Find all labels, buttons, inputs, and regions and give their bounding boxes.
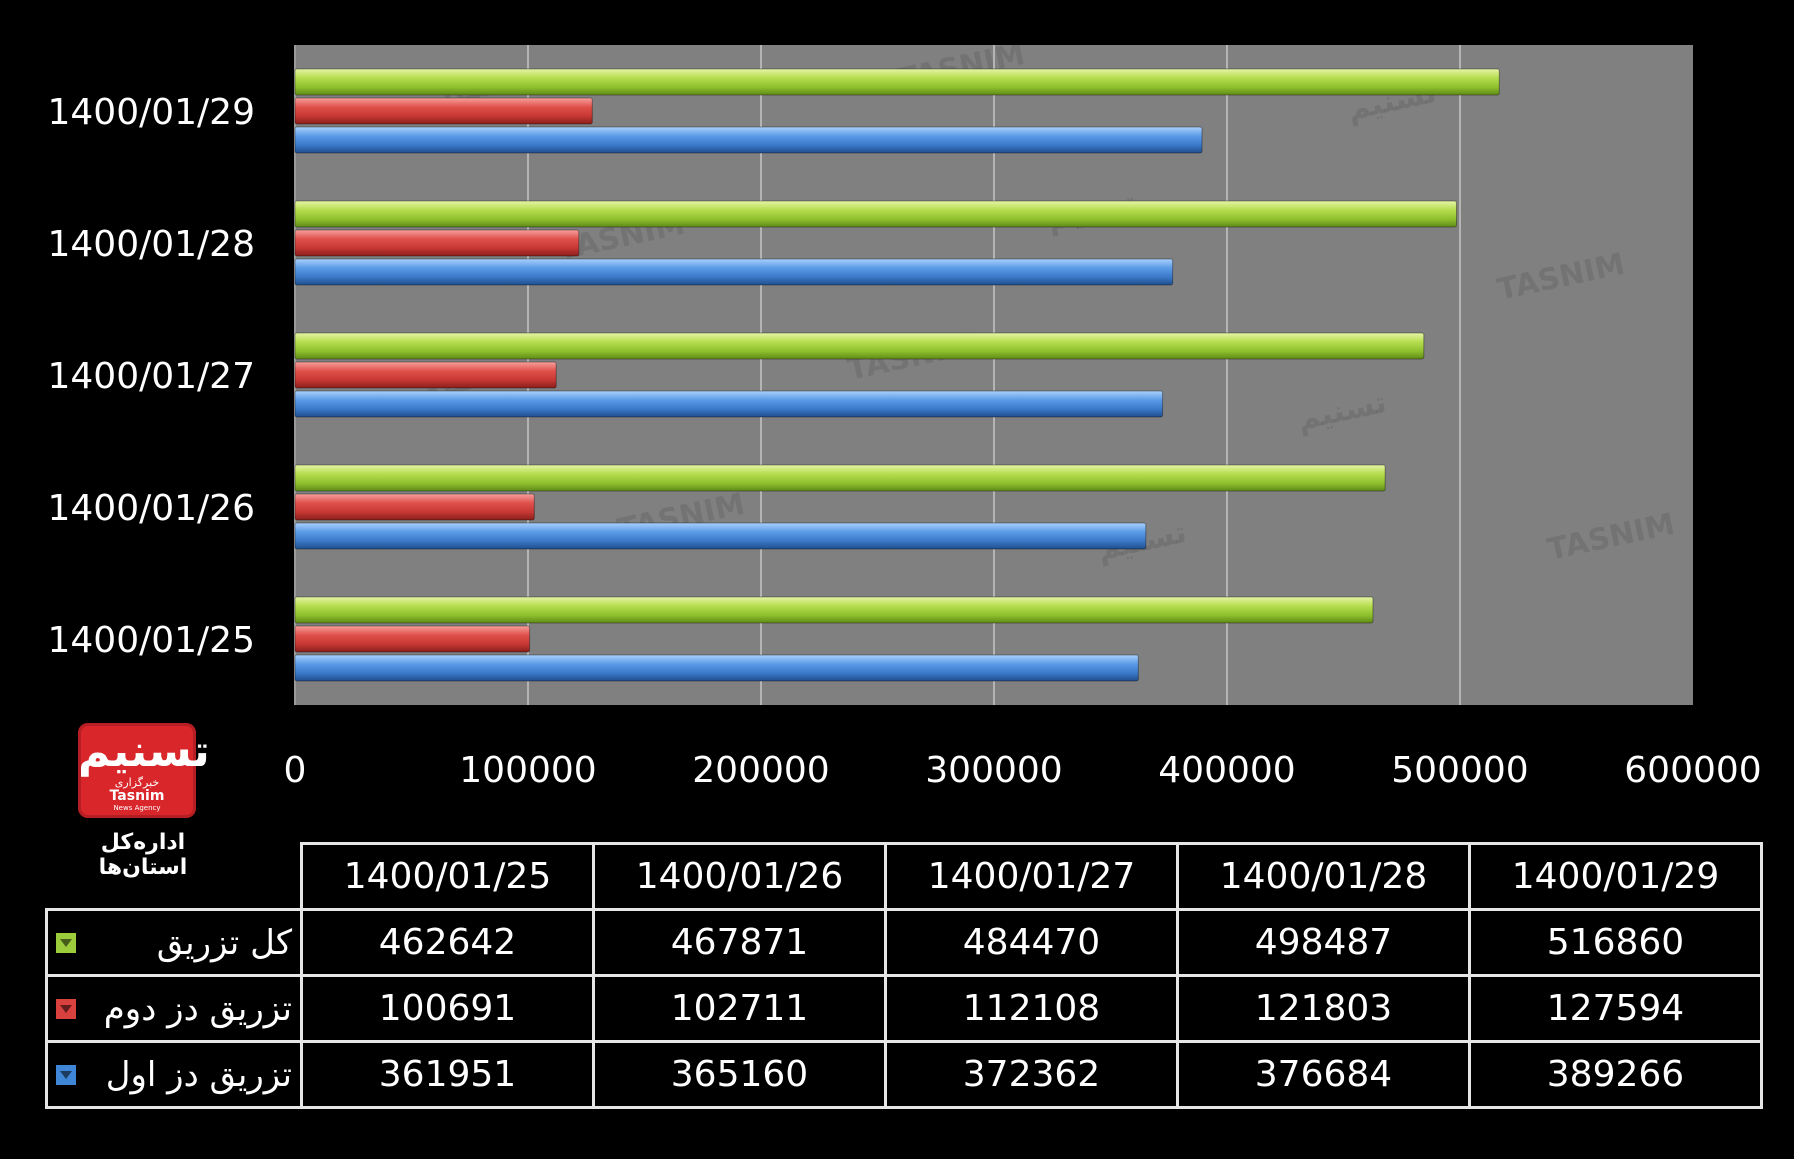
row-label-text: تزریق دز دوم (103, 988, 292, 1029)
table-cell: 372362 (884, 1040, 1179, 1109)
table-header-cell: 1400/01/26 (592, 842, 887, 911)
data-table: 1400/01/25 1400/01/26 1400/01/27 1400/01… (45, 842, 1763, 1109)
bar (294, 126, 1203, 154)
x-tick-label: 300000 (925, 750, 1062, 791)
table-cell: 462642 (300, 908, 595, 977)
bar (294, 390, 1164, 418)
bar (294, 654, 1139, 682)
bar (294, 625, 531, 653)
y-tick-label: 1400/01/28 (48, 224, 256, 265)
bar (294, 68, 1500, 96)
table-cell: 389266 (1468, 1040, 1763, 1109)
table-header-cell: 1400/01/27 (884, 842, 1179, 911)
bar (294, 493, 535, 521)
bar (294, 522, 1147, 550)
row-label-second-dose: تزریق دز دوم (45, 974, 303, 1043)
legend-swatch-first-dose (56, 1064, 76, 1085)
table-row-second-dose: تزریق دز دوم 100691 102711 112108 121803… (45, 974, 1763, 1043)
row-label-total: کل تزریق (45, 908, 303, 977)
x-tick-label: 500000 (1391, 750, 1528, 791)
y-axis-ticks: 1400/01/29 1400/01/28 1400/01/27 1400/01/26… (48, 92, 256, 661)
table-row-total: کل تزریق 462642 467871 484470 498487 516… (45, 908, 1763, 977)
table-cell: 121803 (1176, 974, 1471, 1043)
table-cell: 102711 (592, 974, 887, 1043)
logo-glyph: تسنیم (78, 726, 210, 777)
tasnim-logo: تسنیم خبرگزاری Tasnim News Agency (78, 723, 210, 818)
y-tick-label: 1400/01/25 (48, 620, 256, 661)
x-tick-label: 600000 (1624, 750, 1761, 791)
x-tick-label: 200000 (692, 750, 829, 791)
x-tick-label: 0 (284, 750, 307, 791)
table-header-row: 1400/01/25 1400/01/26 1400/01/27 1400/01… (46, 842, 1763, 911)
x-tick-label: 100000 (459, 750, 596, 791)
table-cell: 127594 (1468, 974, 1763, 1043)
logo-line-en: Tasnim (109, 788, 165, 804)
table-cell: 498487 (1176, 908, 1471, 977)
logo-line-fa: خبرگزاری (114, 776, 160, 789)
y-tick-label: 1400/01/29 (48, 92, 256, 133)
row-label-first-dose: تزریق دز اول (45, 1040, 303, 1109)
bar (294, 596, 1374, 624)
table-corner (46, 843, 303, 911)
row-label-text: کل تزریق (156, 922, 292, 963)
logo-line-sub: News Agency (113, 804, 161, 812)
legend-swatch-second-dose (56, 998, 76, 1019)
bar (294, 332, 1425, 360)
y-tick-label: 1400/01/26 (48, 488, 256, 529)
x-axis-ticks: 0 100000 200000 300000 400000 500000 600000 (284, 750, 1762, 791)
bars (294, 68, 1500, 682)
table-header-cell: 1400/01/25 (300, 842, 595, 911)
table-cell: 365160 (592, 1040, 887, 1109)
bar (294, 97, 593, 125)
table-cell: 467871 (592, 908, 887, 977)
table-row-first-dose: تزریق دز اول 361951 365160 372362 376684… (45, 1040, 1763, 1109)
bar (294, 200, 1457, 228)
row-label-text: تزریق دز اول (105, 1054, 292, 1095)
table-header-cell: 1400/01/29 (1468, 842, 1763, 911)
x-tick-label: 400000 (1158, 750, 1295, 791)
bar (294, 464, 1386, 492)
table-cell: 361951 (300, 1040, 595, 1109)
bar (294, 229, 580, 257)
bar (294, 361, 557, 389)
legend-swatch-total (56, 932, 76, 953)
table-cell: 376684 (1176, 1040, 1471, 1109)
table-header-cell: 1400/01/28 (1176, 842, 1471, 911)
y-tick-label: 1400/01/27 (48, 356, 256, 397)
table-cell: 516860 (1468, 908, 1763, 977)
table-cell: 484470 (884, 908, 1179, 977)
bar (294, 258, 1174, 286)
table-cell: 100691 (300, 974, 595, 1043)
table-cell: 112108 (884, 974, 1179, 1043)
